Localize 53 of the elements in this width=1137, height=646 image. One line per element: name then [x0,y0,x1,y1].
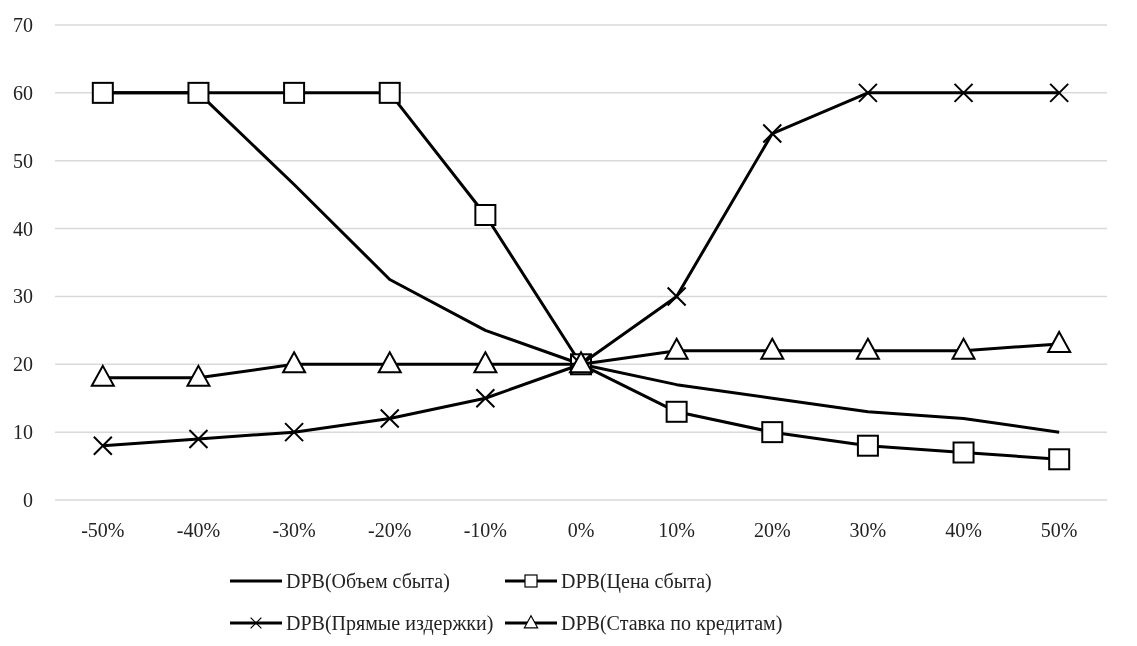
point [475,388,496,409]
point [1049,82,1070,103]
point [952,441,975,464]
point [284,422,305,443]
x-tick-label: 30% [849,519,887,541]
y-tick-label: 70 [13,14,33,36]
point [186,364,211,387]
point [857,82,878,103]
point [378,81,401,104]
point [953,82,974,103]
point [91,81,114,104]
y-tick-label: 20 [13,353,33,376]
point [379,408,400,429]
point [760,337,785,360]
x-tick-label: -30% [272,519,316,541]
x-tick-label: 0% [567,519,595,541]
point [761,421,784,444]
point [90,364,115,387]
point [1048,448,1071,471]
x-tick-label: -40% [176,519,221,541]
point [951,337,976,360]
legend-label: DPB(Объем сбыта) [286,570,450,593]
y-tick-label: 60 [13,81,33,104]
point [473,351,498,374]
x-tick-label: 50% [1040,519,1078,541]
y-tick-label: 40 [13,217,33,240]
point [283,81,306,104]
point [1047,330,1072,353]
x-tick-label: -10% [463,519,508,541]
x-tick-label: -20% [368,519,412,541]
point [474,204,497,226]
y-tick-label: 50 [13,149,33,172]
point [92,435,113,456]
x-tick-label: 10% [658,519,695,541]
point [666,286,687,307]
point [665,400,688,423]
y-tick-label: 0 [23,489,33,511]
x-tick-label: 20% [753,519,791,541]
point [282,351,307,374]
point [664,337,689,360]
point [762,123,783,144]
y-tick-label: 30 [13,285,33,308]
x-tick-label: -50% [81,519,125,541]
legend-label: DPB(Ставка по кредитам) [561,612,783,635]
point [188,428,209,449]
y-tick-label: 10 [13,421,33,444]
point [377,351,402,374]
legend-label: DPB(Прямые издержки) [286,612,494,635]
point [187,81,210,104]
point [856,434,879,457]
legend-label: DPB(Цена сбыта) [561,570,712,593]
point [855,337,880,360]
x-tick-label: 40% [945,519,982,541]
